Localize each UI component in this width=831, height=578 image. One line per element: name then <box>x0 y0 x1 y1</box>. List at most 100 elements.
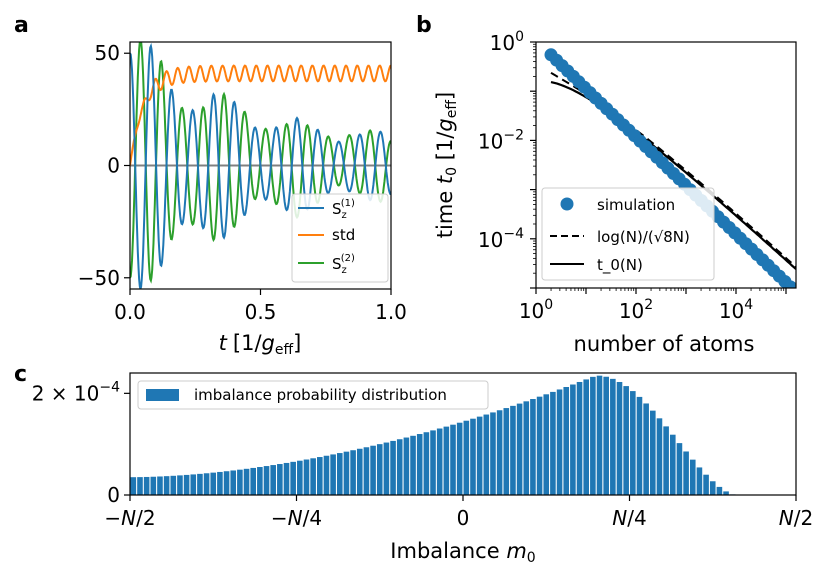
distribution-bar <box>516 403 523 495</box>
distribution-bar <box>583 379 589 495</box>
distribution-bar <box>416 434 423 495</box>
distribution-bar <box>396 439 403 495</box>
legend-box-b <box>541 187 715 281</box>
distribution-bar <box>310 458 316 495</box>
distribution-bar <box>177 475 183 495</box>
y-tick-label-a: 0 <box>107 154 120 178</box>
distribution-bar <box>237 469 243 495</box>
distribution-bar <box>203 473 210 495</box>
distribution-bar <box>137 477 143 495</box>
distribution-bar <box>223 471 230 495</box>
distribution-bar <box>197 473 203 495</box>
distribution-bar <box>496 410 503 495</box>
legend-label-std: std <box>332 226 355 244</box>
distribution-bar <box>683 451 689 495</box>
distribution-bar <box>370 445 376 495</box>
distribution-bar <box>350 450 356 495</box>
distribution-bar <box>410 435 416 495</box>
distribution-bar <box>230 470 237 495</box>
distribution-bar <box>150 476 157 495</box>
x-tick-label-b: 100 <box>519 297 553 323</box>
distribution-bar <box>217 471 223 495</box>
distribution-bar <box>623 386 629 495</box>
distribution-bar <box>483 414 490 495</box>
distribution-bar <box>490 412 496 495</box>
distribution-bar <box>283 462 290 495</box>
distribution-bar <box>270 465 276 495</box>
distribution-bar <box>556 389 563 495</box>
x-axis-label-a: t [1/geff] <box>219 331 302 358</box>
distribution-bar <box>403 437 410 495</box>
distribution-bar <box>676 443 683 495</box>
distribution-bar <box>297 460 303 495</box>
legend-b: simulation log(N)/(√8N) t_0(N) <box>541 187 715 281</box>
distribution-bar <box>570 384 576 495</box>
legend-swatch-distribution <box>146 389 179 401</box>
x-tick-label-a: 1.0 <box>375 300 407 324</box>
distribution-bar <box>317 457 323 495</box>
distribution-bar <box>590 376 596 495</box>
y-tick-label-a: −50 <box>78 266 120 290</box>
x-tick-label-a: 0.5 <box>245 300 277 324</box>
distribution-bar <box>503 408 510 495</box>
distribution-bar <box>643 403 649 495</box>
distribution-bar <box>250 467 256 495</box>
distribution-bar <box>463 420 470 495</box>
y-tick-label-b: 10−2 <box>478 127 524 153</box>
distribution-bar <box>130 477 137 495</box>
legend-a: Sz(1) std Sz(2) <box>291 193 389 283</box>
distribution-bar <box>543 394 550 495</box>
distribution-bar <box>436 428 443 495</box>
distribution-bar <box>716 486 723 495</box>
legend-label-simulation: simulation <box>597 196 675 214</box>
distribution-bar <box>523 401 530 495</box>
distribution-bar <box>257 467 263 495</box>
curve-approx <box>550 71 796 268</box>
distribution-bar <box>290 461 296 495</box>
distribution-bar <box>636 396 643 495</box>
distribution-bar <box>603 376 609 495</box>
distribution-bar <box>689 459 696 495</box>
x-tick-label-c: N/2 <box>779 506 813 530</box>
series-sz1-line <box>130 42 391 289</box>
distribution-bar <box>210 472 217 495</box>
distribution-bar <box>476 416 483 495</box>
distribution-bar <box>376 444 383 495</box>
distribution-bar <box>703 474 709 495</box>
x-tick-label-b: 104 <box>719 297 753 323</box>
x-axis-label-b: number of atoms <box>574 332 755 356</box>
legend-label-sz1: Sz(1) <box>332 198 355 221</box>
legend-box-a <box>291 193 389 283</box>
y-tick-label-b: 100 <box>490 29 524 55</box>
legend-box-c <box>137 380 489 410</box>
legend-label-sz2: Sz(2) <box>332 253 355 276</box>
series-std-line <box>130 64 391 166</box>
panel-label-a: a <box>14 13 29 38</box>
panel-label-b: b <box>416 13 432 38</box>
distribution-bar <box>323 455 330 495</box>
distribution-bar <box>263 466 270 495</box>
distribution-bar <box>696 467 703 495</box>
distribution-bar <box>443 426 450 495</box>
distribution-bar <box>190 474 197 495</box>
distribution-bar <box>390 440 396 495</box>
panel-c: −N/2 −N/4 0 N/4 N/2 2 × 10−4 0 Imbalance m0 im… <box>32 372 813 566</box>
x-tick-label-a: 0.0 <box>114 300 146 324</box>
distribution-bar <box>723 491 729 495</box>
distribution-bar <box>356 448 363 495</box>
distribution-bar <box>510 405 516 495</box>
y-tick-label-c: 2 × 10−4 <box>32 379 120 405</box>
distribution-bar <box>596 375 603 495</box>
x-tick-label-c: N/4 <box>612 506 646 530</box>
distribution-bar <box>550 391 556 495</box>
distribution-bar <box>663 426 669 495</box>
y-tick-label-c: 0 <box>107 483 120 507</box>
distribution-bar <box>423 432 430 495</box>
distribution-bar <box>183 474 190 495</box>
y-axis-label-b: time t0 [1/geff] <box>433 92 460 238</box>
distribution-bar <box>143 476 150 495</box>
legend-c: imbalance probability distribution <box>137 380 489 410</box>
distribution-bar <box>243 468 250 495</box>
x-axis-label-c: Imbalance m0 <box>390 539 535 566</box>
